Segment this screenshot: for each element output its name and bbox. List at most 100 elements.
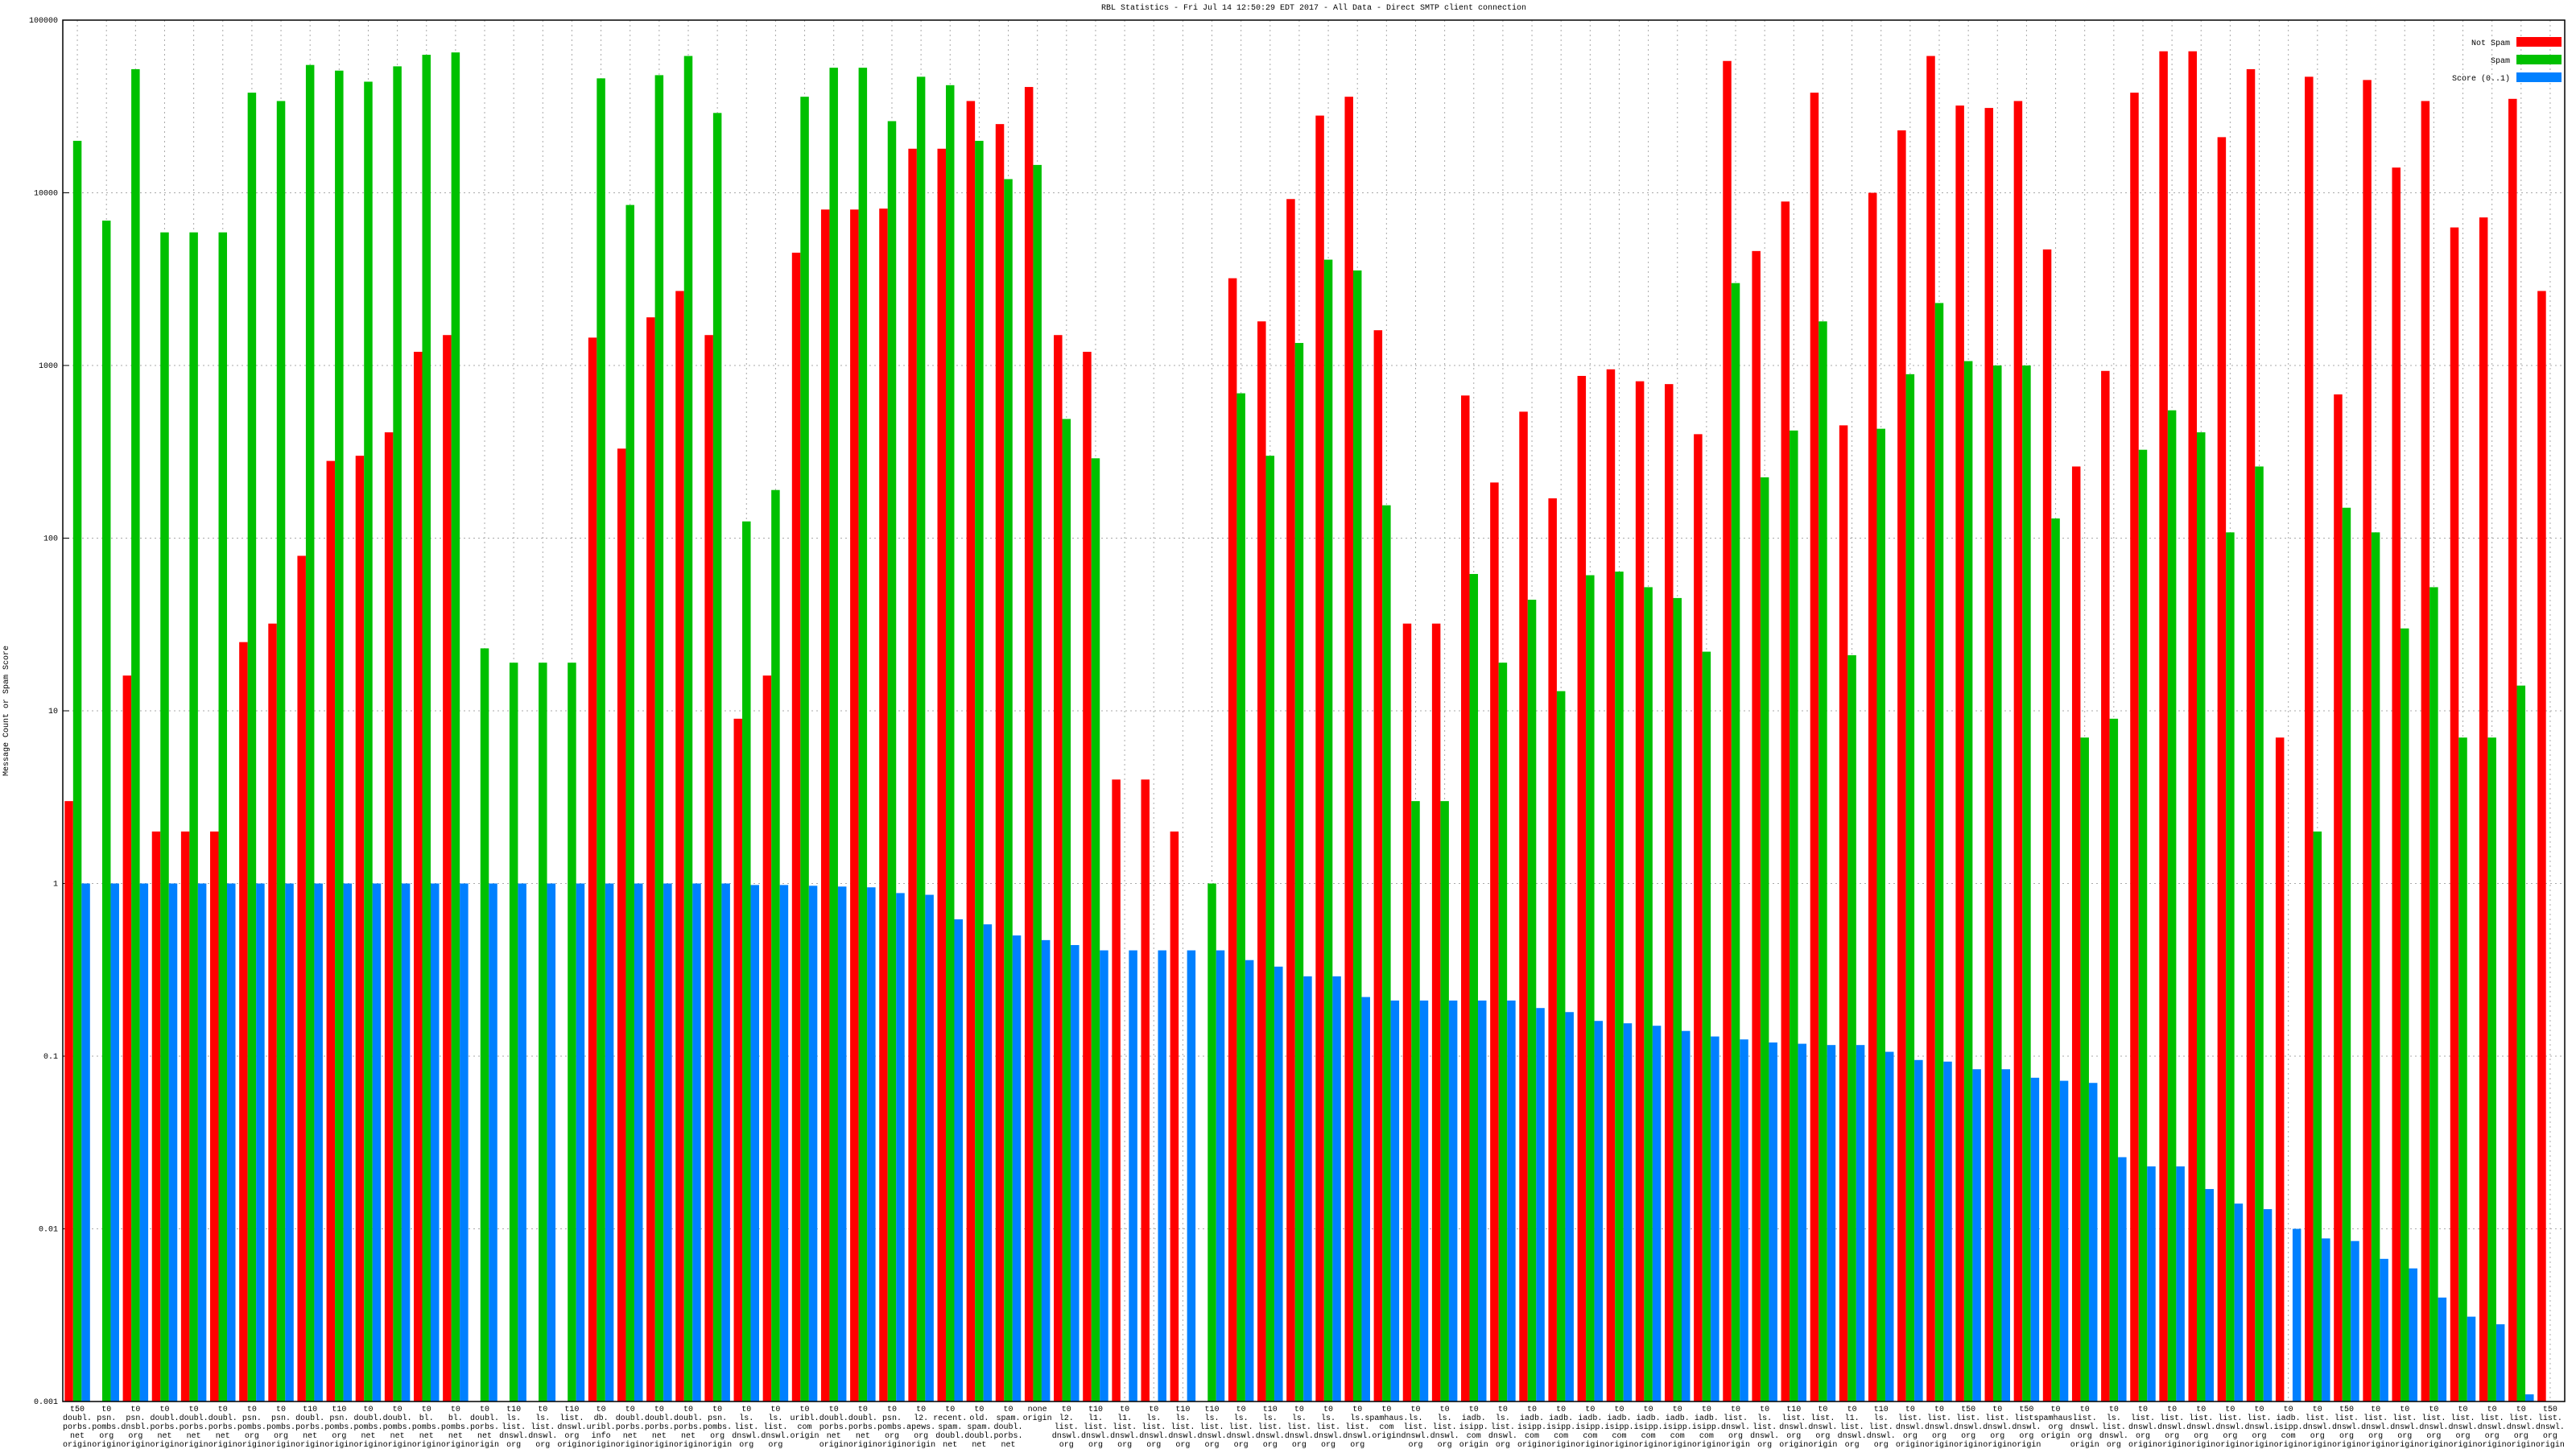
bar: [2479, 217, 2488, 1402]
x-tick-line: porbs.: [180, 1422, 208, 1432]
x-tick-label: t0 doubl. porbs. net origin: [180, 1406, 208, 1449]
x-tick-label: t0 psn. dnsbl. org origin: [121, 1406, 150, 1449]
x-tick-label: t0 psn. pombs. org origin: [703, 1406, 732, 1449]
bar: [1129, 950, 1137, 1402]
x-tick-line: origin: [587, 1440, 616, 1449]
x-tick-line: t0: [2313, 1406, 2322, 1414]
x-tick-line: doubl.: [994, 1422, 1023, 1432]
x-tick-line: dnswl.: [2099, 1431, 2128, 1441]
bar: [1664, 384, 1674, 1402]
x-tick-line: org: [1438, 1441, 1452, 1449]
x-tick-line: t0: [1004, 1406, 1013, 1414]
bar: [305, 64, 315, 1402]
x-tick-line: t0: [2138, 1406, 2148, 1414]
bar: [1228, 278, 1237, 1402]
x-tick-line: t0: [247, 1406, 257, 1414]
bar: [413, 352, 423, 1402]
x-tick-line: t0: [770, 1406, 780, 1414]
bar: [355, 456, 365, 1402]
bar: [1373, 330, 1383, 1402]
x-tick-line: t0: [130, 1406, 140, 1414]
x-tick-line: origin: [2303, 1440, 2332, 1449]
x-tick-line: l1.: [1845, 1414, 1860, 1423]
x-tick-line: t0: [276, 1406, 286, 1414]
x-tick-line: org: [1234, 1441, 1249, 1449]
bar: [2409, 1268, 2417, 1402]
x-tick-line: org: [564, 1432, 579, 1441]
bar: [2458, 737, 2467, 1402]
x-tick-line: list.: [1491, 1422, 1515, 1432]
y-tick-label: 0.001: [34, 1398, 58, 1407]
bar: [1790, 430, 1798, 1402]
x-tick-line: origin: [441, 1440, 470, 1449]
bar: [837, 886, 847, 1402]
x-tick-line: org: [1961, 1432, 1975, 1441]
bar: [1208, 883, 1216, 1402]
x-tick-line: t0: [1644, 1406, 1653, 1414]
x-tick-line: t0: [1352, 1406, 1362, 1414]
bar: [1955, 105, 1964, 1402]
x-tick-line: ls.: [1408, 1414, 1422, 1423]
x-tick-line: t10: [332, 1406, 346, 1414]
bar: [946, 85, 955, 1402]
x-tick-line: t0: [1847, 1406, 1857, 1414]
bar: [139, 883, 149, 1402]
x-tick-label: t10 list. dnswl. org origin: [557, 1406, 586, 1449]
x-tick-label: t0 spamhaus. org origin: [2034, 1406, 2078, 1441]
x-tick-line: org: [1263, 1441, 1278, 1449]
bar: [197, 883, 207, 1402]
x-tick-line: org: [2368, 1432, 2383, 1441]
y-tick-label: 100000: [29, 17, 58, 26]
x-tick-label: t0 list. dnswl. org origin: [1896, 1406, 1925, 1449]
x-tick-line: list.: [1055, 1422, 1079, 1432]
x-tick-line: net: [419, 1432, 434, 1441]
x-tick-line: t0: [1760, 1406, 1769, 1414]
x-tick-line: com: [1641, 1432, 1656, 1441]
bar: [1934, 303, 1944, 1402]
x-tick-line: t0: [2255, 1406, 2264, 1414]
x-tick-line: t50: [2019, 1406, 2033, 1414]
x-tick-line: org: [2136, 1432, 2150, 1441]
bar: [1885, 1051, 1894, 1402]
x-tick-line: origin: [1663, 1440, 1692, 1449]
x-tick-line: spamhaus.: [2034, 1414, 2078, 1423]
x-tick-line: dnswl.: [2012, 1422, 2041, 1432]
bar: [721, 883, 730, 1402]
x-tick-line: dnswl.: [2128, 1422, 2157, 1432]
x-tick-line: dnswl.: [1285, 1431, 1314, 1441]
x-tick-line: origin: [2449, 1440, 2478, 1449]
x-tick-line: t0: [1992, 1406, 2002, 1414]
x-tick-label: t0 uribl. com origin: [791, 1406, 819, 1441]
bar: [1033, 164, 1042, 1402]
x-tick-label: t0 iadb. isipp. com origin: [1517, 1406, 1546, 1449]
x-tick-line: org: [274, 1432, 288, 1441]
x-tick-line: org: [1845, 1441, 1860, 1449]
x-tick-line: spamhaus.: [1364, 1414, 1408, 1423]
x-tick-line: doubl.: [208, 1414, 237, 1423]
x-tick-line: list.: [2131, 1414, 2155, 1423]
bar: [1781, 201, 1790, 1402]
x-tick-line: dnswl.: [2478, 1422, 2507, 1432]
x-tick-line: t0: [1294, 1406, 1304, 1414]
x-tick-line: org: [2543, 1432, 2557, 1441]
x-tick-line: origin: [1721, 1440, 1750, 1449]
bar: [1012, 935, 1022, 1402]
bar: [443, 335, 452, 1402]
bar: [2217, 137, 2227, 1402]
bar: [646, 317, 655, 1402]
bar: [1469, 574, 1479, 1402]
x-tick-line: t0: [974, 1406, 984, 1414]
x-tick-line: ls.: [1874, 1414, 1889, 1423]
x-tick-line: list.: [1170, 1422, 1195, 1432]
x-tick-line: t0: [2516, 1406, 2526, 1414]
x-tick-line: t10: [1088, 1406, 1103, 1414]
bar: [1170, 831, 1179, 1402]
x-tick-line: t0: [1149, 1406, 1158, 1414]
x-tick-line: list.: [1985, 1414, 2009, 1423]
x-tick-label: t0 list. dnswl. org origin: [2390, 1406, 2419, 1449]
